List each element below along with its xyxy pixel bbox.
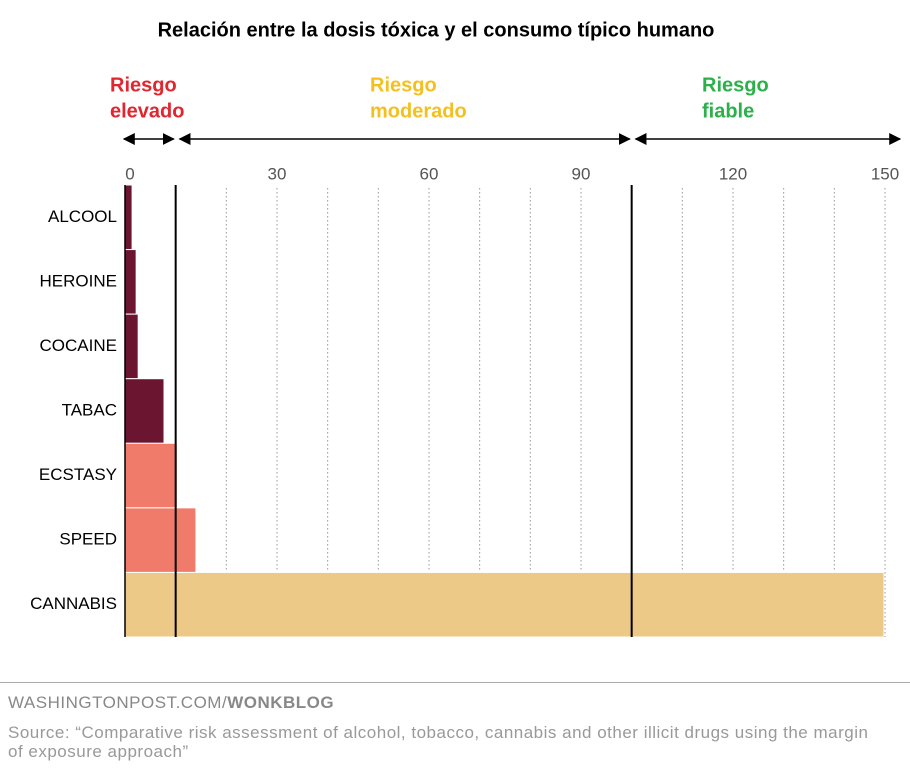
y-tick-label: CANNABIS <box>30 594 117 613</box>
zone-label: Riesgo <box>370 74 437 96</box>
y-tick-label: TABAC <box>62 400 117 419</box>
zone-label: fiable <box>702 100 754 122</box>
zone-label: Riesgo <box>110 74 177 96</box>
source: Source: “Comparative risk assessment of … <box>8 723 869 761</box>
zone-label: Riesgo <box>702 74 769 96</box>
x-tick-label: 30 <box>268 164 287 183</box>
y-tick-label: SPEED <box>59 530 117 549</box>
blog: WONKBLOG <box>227 693 335 712</box>
bar <box>124 378 165 444</box>
zone-label: elevado <box>110 100 184 122</box>
x-tick-label: 60 <box>420 164 439 183</box>
x-tick-label: 150 <box>871 164 899 183</box>
y-tick-label: ALCOOL <box>48 207 117 226</box>
bar <box>124 571 885 638</box>
y-tick-label: ECSTASY <box>39 465 117 484</box>
x-tick-label: 120 <box>719 164 747 183</box>
bar <box>124 313 139 380</box>
bar <box>124 507 197 573</box>
zone-label: moderado <box>370 100 467 122</box>
site-credit: WASHINGTONPOST.COM/WONKBLOG <box>8 693 334 713</box>
chart-title: Relación entre la dosis tóxica y el cons… <box>158 19 715 41</box>
x-tick-label: 90 <box>572 164 591 183</box>
bar <box>124 184 133 251</box>
bar <box>124 442 178 509</box>
y-tick-label: HEROINE <box>40 271 117 290</box>
chart: Relación entre la dosis tóxica y el cons… <box>30 19 902 638</box>
site: WASHINGTONPOST.COM/ <box>8 693 228 712</box>
y-tick-label: COCAINE <box>40 336 117 355</box>
bar <box>124 249 137 315</box>
x-tick-label: 0 <box>125 164 134 183</box>
footer: WASHINGTONPOST.COM/WONKBLOG Source: “Com… <box>0 682 910 761</box>
